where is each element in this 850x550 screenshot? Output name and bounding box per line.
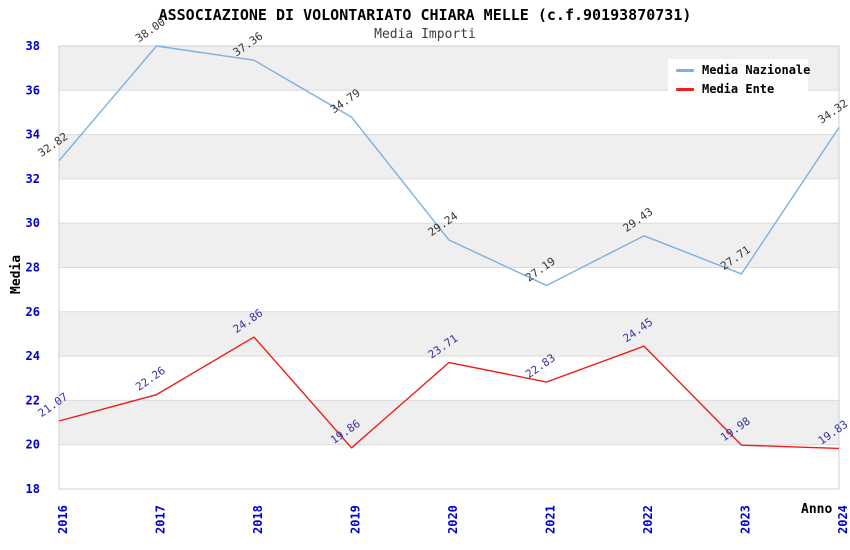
y-tick-label: 22 xyxy=(26,393,40,407)
y-tick-label: 24 xyxy=(26,349,40,363)
x-tick-label: 2018 xyxy=(251,505,265,534)
x-tick-label: 2021 xyxy=(544,505,558,534)
x-tick-label: 2020 xyxy=(446,505,460,534)
media-nazionale-data-label: 34.79 xyxy=(328,86,363,116)
y-tick-label: 32 xyxy=(26,172,40,186)
media-nazionale-line-swatch xyxy=(676,68,694,72)
chart-title: ASSOCIAZIONE DI VOLONTARIATO CHIARA MELL… xyxy=(158,6,692,24)
legend-label: Media Ente xyxy=(702,82,775,96)
y-tick-label: 36 xyxy=(26,83,40,97)
media-ente-line-swatch xyxy=(676,87,694,91)
media-ente-data-label: 22.26 xyxy=(133,364,168,394)
x-tick-label: 2019 xyxy=(349,505,363,534)
plot-band xyxy=(59,223,839,268)
y-tick-label: 26 xyxy=(26,305,40,319)
y-axis-title: Media xyxy=(9,254,24,294)
legend-item-media-nazionale[interactable]: Media Nazionale xyxy=(676,62,810,78)
y-tick-label: 38 xyxy=(26,39,40,53)
media-nazionale-data-label: 38.00 xyxy=(133,15,168,45)
legend-label: Media Nazionale xyxy=(702,63,811,77)
plot-band xyxy=(59,134,839,179)
y-tick-label: 18 xyxy=(26,482,40,496)
media-ente-line xyxy=(58,336,840,450)
y-tick-label: 28 xyxy=(26,261,40,275)
y-tick-label: 30 xyxy=(26,216,40,230)
x-tick-label: 2016 xyxy=(56,505,70,534)
x-axis-title: Anno xyxy=(801,502,833,517)
media-nazionale-line xyxy=(58,45,840,287)
legend: Media Nazionale Media Ente xyxy=(668,59,810,101)
x-tick-label: 2022 xyxy=(641,505,655,534)
y-tick-label: 20 xyxy=(26,438,40,452)
x-tick-label: 2017 xyxy=(154,505,168,534)
x-tick-label: 2023 xyxy=(739,505,753,534)
x-tick-label: 2024 xyxy=(836,505,850,534)
y-tick-label: 34 xyxy=(26,128,40,142)
plot-band xyxy=(59,311,839,357)
plot-band xyxy=(59,400,839,445)
media-nazionale-data-label: 34.32 xyxy=(816,97,850,127)
legend-item-media-ente[interactable]: Media Ente xyxy=(676,81,774,97)
chart-subtitle: Media Importi xyxy=(374,27,476,42)
plot-border xyxy=(58,45,840,490)
